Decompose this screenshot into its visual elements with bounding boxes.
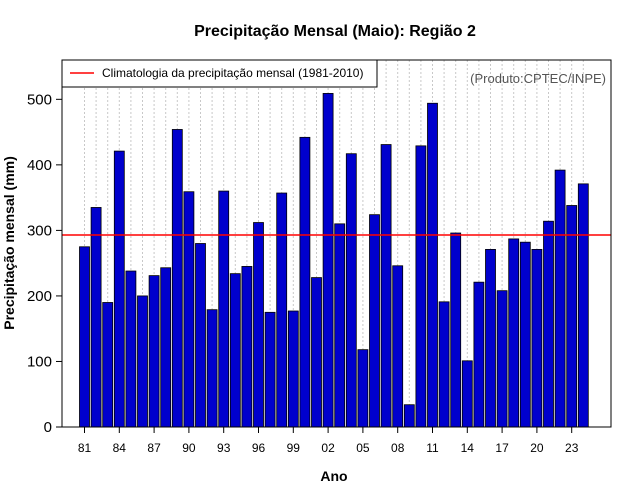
- bar-13: [450, 232, 462, 428]
- x-tick-label: 99: [287, 441, 301, 455]
- bar-05: [357, 349, 369, 428]
- x-tick-label: 93: [217, 441, 231, 455]
- x-tick-label: 17: [495, 441, 509, 455]
- bar-92: [206, 309, 218, 428]
- x-tick-label: 08: [391, 441, 405, 455]
- bar-24: [577, 183, 589, 428]
- x-tick-label: 87: [147, 441, 161, 455]
- bar-86: [137, 295, 148, 428]
- x-tick-label: 96: [252, 441, 266, 455]
- bar-17: [496, 290, 508, 428]
- chart-title: Precipitação Mensal (Maio): Região 2: [194, 23, 476, 40]
- bar-06: [369, 214, 380, 428]
- bar-19: [519, 241, 531, 428]
- bar-22: [554, 169, 566, 428]
- legend: Climatologia da precipitação mensal (198…: [61, 59, 378, 88]
- bar-96: [253, 222, 264, 428]
- x-tick-label: 90: [182, 441, 196, 455]
- bar-02: [322, 93, 334, 428]
- bar-95: [241, 266, 253, 428]
- bar-85: [125, 270, 137, 428]
- x-tick-label: 11: [426, 441, 439, 455]
- bar-97: [264, 311, 276, 428]
- x-tick-label: 84: [113, 441, 127, 455]
- bar-21: [543, 220, 554, 428]
- bar-14: [461, 360, 473, 428]
- y-axis: 0 100 200 300 400 500: [27, 91, 62, 436]
- x-tick-label: 14: [461, 441, 475, 455]
- x-axis-label: Ano: [320, 468, 347, 484]
- bar-11: [427, 102, 438, 428]
- y-tick-label: 100: [27, 353, 52, 370]
- x-tick-label: 02: [321, 441, 335, 455]
- bar-83: [102, 302, 114, 428]
- x-tick-label: 05: [356, 441, 370, 455]
- bar-81: [79, 246, 90, 428]
- legend-box: [61, 59, 378, 88]
- bar-87: [148, 275, 160, 428]
- x-tick-label: 81: [78, 441, 92, 455]
- bar-93: [218, 190, 230, 428]
- y-tick-label: 200: [27, 288, 52, 305]
- bar-15: [473, 281, 485, 428]
- bar-10: [415, 145, 427, 428]
- y-tick-label: 400: [27, 157, 52, 174]
- product-credit: (Produto:CPTEC/INPE): [470, 71, 606, 86]
- bar-94: [229, 273, 241, 428]
- bar-18: [508, 238, 520, 428]
- bar-88: [160, 267, 172, 428]
- y-axis-label: Precipitação mensal (mm): [1, 156, 17, 330]
- legend-label: Climatologia da precipitação mensal (198…: [102, 66, 363, 80]
- y-tick-label: 0: [44, 419, 52, 436]
- y-tick-label: 500: [27, 91, 52, 108]
- bar-90: [183, 191, 195, 428]
- y-tick-label: 300: [27, 222, 52, 239]
- bar-20: [531, 248, 543, 428]
- bar-12: [438, 301, 450, 428]
- x-axis: 81 84 87 90 93 96 99 02 05 08 11 14 17 20 23: [78, 427, 579, 455]
- bar-07: [380, 144, 392, 428]
- bar-03: [334, 223, 346, 428]
- bars: [79, 93, 589, 428]
- x-tick-label: 20: [530, 441, 544, 455]
- bar-01: [311, 277, 322, 428]
- bar-84: [113, 150, 125, 428]
- bar-91: [195, 243, 206, 428]
- bar-89: [171, 129, 183, 428]
- bar-82: [90, 207, 102, 428]
- bar-00: [299, 136, 311, 428]
- bar-08: [392, 265, 404, 428]
- bar-16: [485, 248, 496, 428]
- bar-99: [287, 310, 299, 428]
- bar-23: [566, 205, 578, 428]
- bar-04: [345, 153, 357, 428]
- x-tick-label: 23: [565, 441, 579, 455]
- bar-09: [403, 404, 415, 428]
- bar-98: [276, 192, 288, 428]
